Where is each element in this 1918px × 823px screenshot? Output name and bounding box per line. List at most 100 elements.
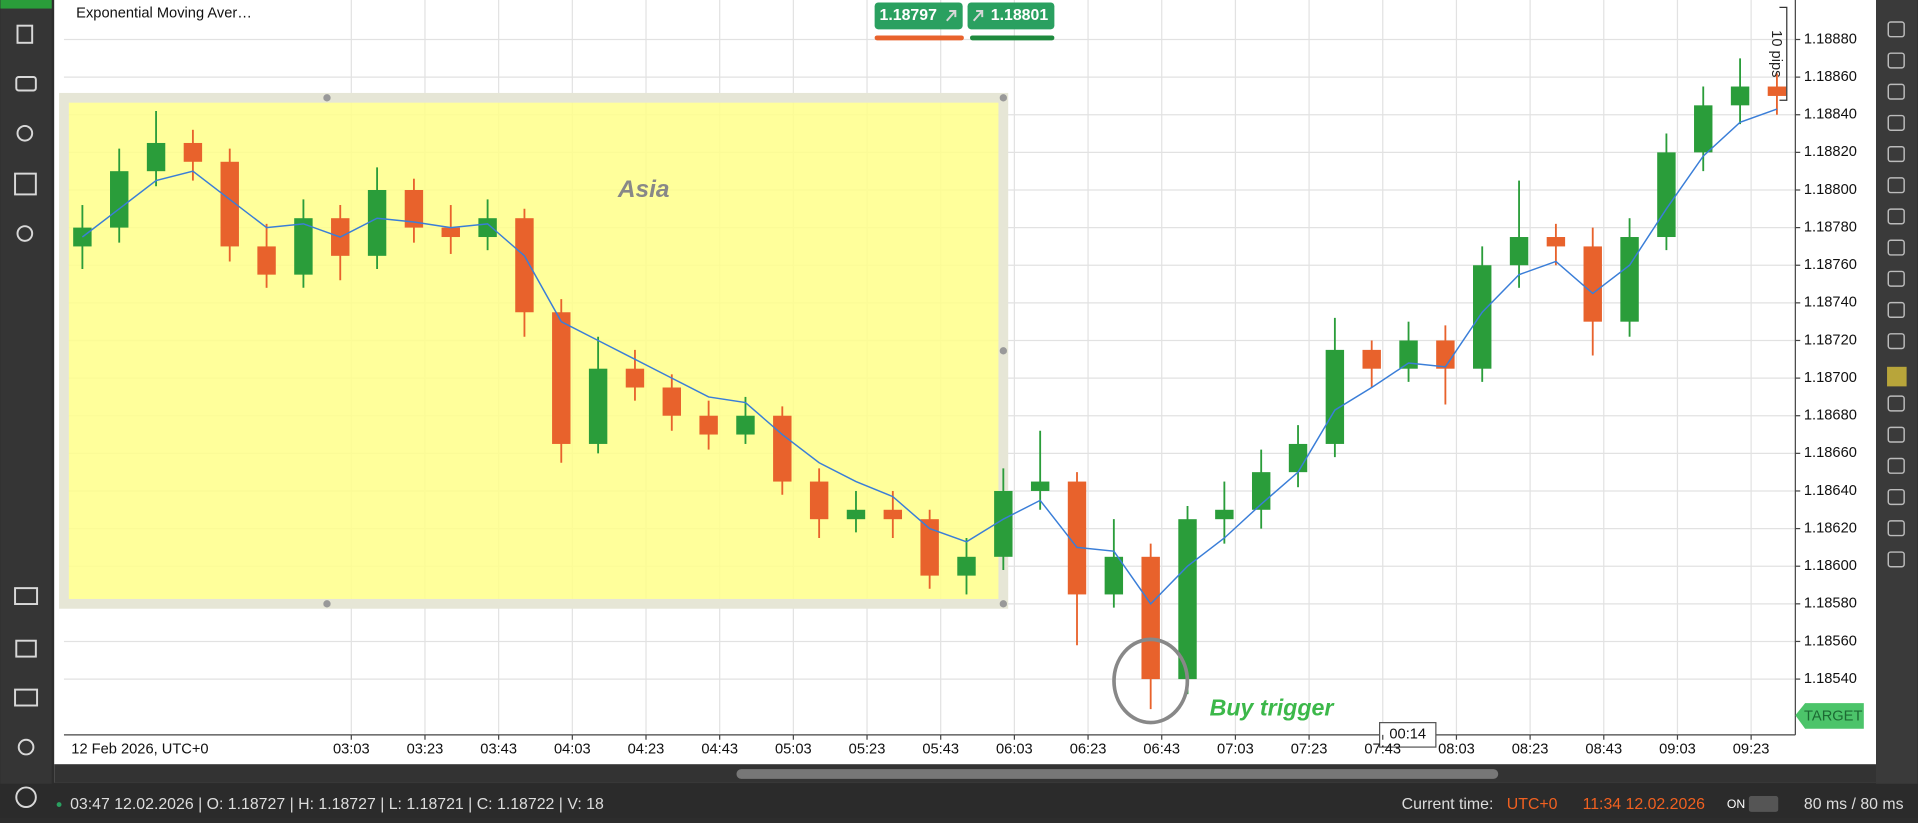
tool-icon[interactable] xyxy=(1887,551,1905,568)
tool-icon[interactable] xyxy=(1887,395,1905,412)
y-tick-label: 1.18760 xyxy=(1804,257,1857,273)
tool-icon[interactable] xyxy=(1887,520,1905,537)
candle-body xyxy=(183,142,203,162)
buy-price: 1.18801 xyxy=(991,7,1049,24)
candle-body xyxy=(588,368,608,444)
indicator-label: Exponential Moving Aver… xyxy=(76,5,252,21)
right-toolbar xyxy=(1876,0,1918,784)
icon-wallet[interactable] xyxy=(14,688,39,707)
candle-body xyxy=(1288,443,1308,473)
measure-label: 10 pips xyxy=(1768,30,1784,77)
tool-icon[interactable] xyxy=(1887,114,1905,131)
sell-bar xyxy=(874,35,964,41)
y-tick-label: 1.18580 xyxy=(1804,596,1857,612)
y-tick-label: 1.18680 xyxy=(1804,408,1857,424)
candle-body xyxy=(1767,86,1787,96)
tool-icon[interactable] xyxy=(1887,426,1905,443)
candle-body xyxy=(1730,86,1750,106)
y-tick-label: 1.18800 xyxy=(1804,182,1857,198)
tool-icon[interactable] xyxy=(1887,21,1905,38)
icon-help[interactable] xyxy=(15,786,37,808)
y-tick-label: 1.18880 xyxy=(1804,31,1857,47)
tool-icon[interactable] xyxy=(1887,457,1905,474)
tool-icon[interactable] xyxy=(1887,333,1905,350)
y-tick-label: 1.18600 xyxy=(1804,558,1857,574)
region-label: Asia xyxy=(617,176,670,203)
candle-body xyxy=(1067,481,1087,595)
x-tick-label: 06:23 xyxy=(1070,741,1107,757)
target-tag[interactable] xyxy=(1795,703,1864,729)
candle-body xyxy=(220,161,239,247)
y-tick-label: 1.18720 xyxy=(1804,332,1857,348)
icon-cart[interactable] xyxy=(15,639,37,658)
candle-body xyxy=(1362,349,1381,369)
tool-icon[interactable] xyxy=(1887,52,1905,69)
x-tick-label: 06:03 xyxy=(996,741,1033,757)
y-tick-label: 1.18780 xyxy=(1804,219,1857,235)
toggle[interactable] xyxy=(1748,795,1779,812)
left-sidebar xyxy=(0,0,52,784)
candle-body xyxy=(1620,237,1639,322)
tool-icon[interactable] xyxy=(1887,270,1905,287)
tool-icon[interactable] xyxy=(1887,239,1905,256)
candle-body xyxy=(920,519,939,576)
candle-body xyxy=(957,556,976,576)
scrollbar-thumb[interactable] xyxy=(736,769,1499,779)
target-label: TARGET xyxy=(1804,708,1862,724)
tool-icon[interactable] xyxy=(1887,488,1905,506)
candle-body xyxy=(478,218,497,238)
region-handle xyxy=(323,94,331,102)
x-tick-label: 07:43 xyxy=(1364,741,1401,757)
toggle-label: ON xyxy=(1727,797,1745,811)
x-tick-label: 09:23 xyxy=(1733,741,1770,757)
timer-box xyxy=(1379,722,1437,748)
candle-body xyxy=(1325,349,1345,444)
status-dot xyxy=(56,802,62,807)
candle-body xyxy=(846,509,866,520)
candle-body xyxy=(294,218,313,275)
region-handle xyxy=(999,600,1007,608)
tool-icon[interactable] xyxy=(1887,83,1905,100)
buy-button[interactable] xyxy=(967,2,1055,30)
tool-color[interactable] xyxy=(1887,366,1907,387)
tool-icon[interactable] xyxy=(1887,145,1905,163)
overlay: Buy trigger xyxy=(1112,637,1335,725)
candle-body xyxy=(736,415,755,435)
tool-icon[interactable] xyxy=(1887,177,1905,194)
y-tick-label: 1.18540 xyxy=(1804,671,1857,687)
x-tick-label: 07:03 xyxy=(1217,741,1254,757)
candle-body xyxy=(1399,340,1418,369)
candle-body xyxy=(1030,481,1050,491)
latency: 80 ms / 80 ms xyxy=(1804,796,1904,813)
icon-robot[interactable] xyxy=(15,76,37,92)
icon-search[interactable] xyxy=(16,124,34,142)
sidebar-accent xyxy=(0,0,52,9)
candle-body xyxy=(515,218,534,313)
candle-body xyxy=(1473,265,1492,369)
candle-body xyxy=(1436,340,1455,369)
candle-body xyxy=(146,142,166,172)
icon-layout[interactable] xyxy=(14,172,37,196)
region-handle xyxy=(999,94,1007,102)
candle-body xyxy=(1583,246,1602,322)
status-ohlc: 03:47 12.02.2026 | O: 1.18727 | H: 1.187… xyxy=(70,796,604,813)
icon-settings[interactable] xyxy=(17,738,35,756)
icon-people[interactable] xyxy=(16,225,34,242)
tool-icons xyxy=(1887,21,1907,568)
sell-button[interactable] xyxy=(874,2,963,30)
timer: 00:14 xyxy=(1389,727,1426,743)
timezone[interactable]: UTC+0 xyxy=(1507,796,1558,813)
candle-body xyxy=(1104,556,1124,595)
icon-chat[interactable] xyxy=(14,587,39,606)
region-handle xyxy=(999,347,1007,355)
x-tick-label: 03:43 xyxy=(480,741,517,757)
icon-copy[interactable] xyxy=(16,24,34,44)
current-time: 11:34 12.02.2026 xyxy=(1583,796,1706,813)
tool-icon[interactable] xyxy=(1887,301,1905,319)
x-tick-label: 04:43 xyxy=(701,741,738,757)
y-tick-label: 1.18640 xyxy=(1804,483,1857,499)
region-layer: Asia xyxy=(59,92,1009,609)
tool-icon[interactable] xyxy=(1887,208,1905,225)
x-tick-label: 05:43 xyxy=(922,741,959,757)
